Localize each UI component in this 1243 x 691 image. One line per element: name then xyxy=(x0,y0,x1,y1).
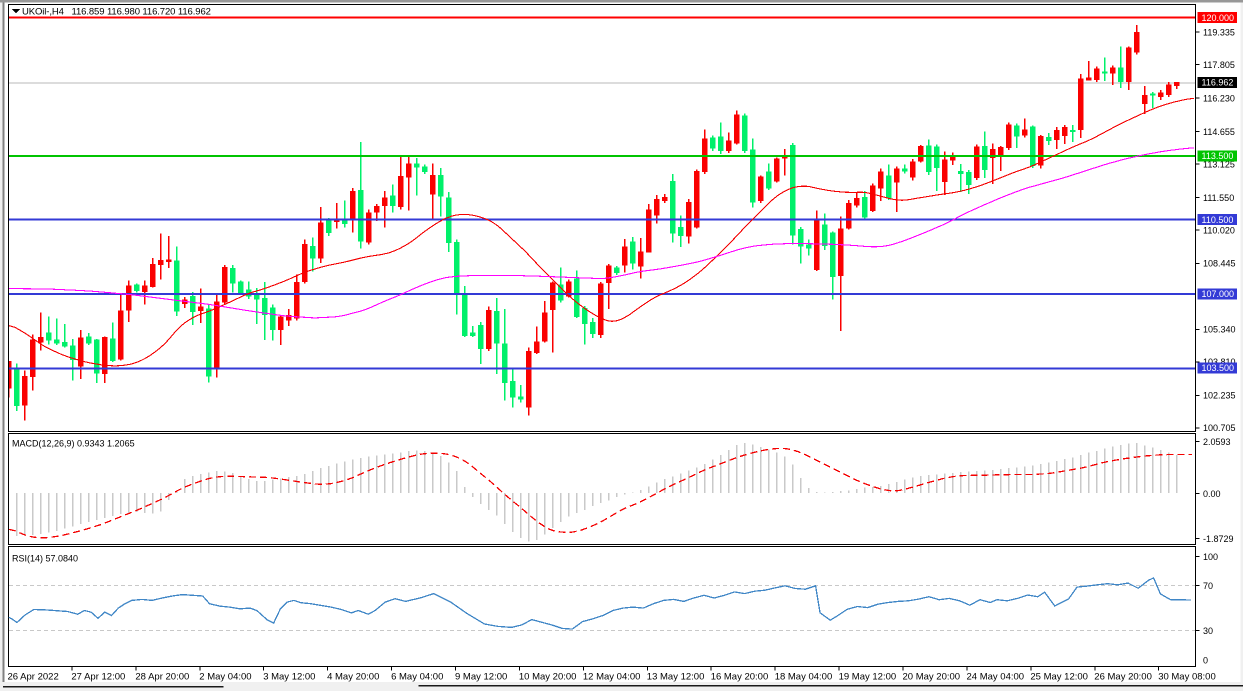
svg-text:13 May 12:00: 13 May 12:00 xyxy=(647,672,705,683)
svg-text:MACD(12,26,9) 0.9343 1.2065: MACD(12,26,9) 0.9343 1.2065 xyxy=(12,439,135,449)
svg-text:9 May 12:00: 9 May 12:00 xyxy=(455,672,507,683)
svg-text:4 May 20:00: 4 May 20:00 xyxy=(327,672,379,683)
svg-text:-1.8729: -1.8729 xyxy=(1203,534,1234,544)
svg-text:26 Apr 2022: 26 Apr 2022 xyxy=(8,672,59,683)
svg-text:6 May 04:00: 6 May 04:00 xyxy=(391,672,443,683)
svg-text:24 May 04:00: 24 May 04:00 xyxy=(967,672,1025,683)
svg-text:28 Apr 20:00: 28 Apr 20:00 xyxy=(135,672,189,683)
svg-text:UKOil-,H4 116.859 116.980 11: UKOil-,H4 116.859 116.980 116.720 116.96… xyxy=(22,7,211,18)
svg-text:108.445: 108.445 xyxy=(1203,259,1236,269)
svg-text:10 May 20:00: 10 May 20:00 xyxy=(519,672,577,683)
svg-text:25 May 12:00: 25 May 12:00 xyxy=(1030,672,1088,683)
svg-text:26 May 20:00: 26 May 20:00 xyxy=(1094,672,1152,683)
svg-text:105.340: 105.340 xyxy=(1203,325,1236,335)
svg-text:0: 0 xyxy=(1203,656,1208,666)
svg-text:30: 30 xyxy=(1203,626,1213,636)
svg-text:113.125: 113.125 xyxy=(1203,159,1235,169)
svg-text:110.500: 110.500 xyxy=(1202,215,1234,225)
svg-text:12 May 04:00: 12 May 04:00 xyxy=(583,672,641,683)
svg-text:RSI(14) 57.0840: RSI(14) 57.0840 xyxy=(12,554,78,564)
svg-text:120.000: 120.000 xyxy=(1202,13,1235,23)
svg-text:18 May 04:00: 18 May 04:00 xyxy=(775,672,833,683)
svg-text:100: 100 xyxy=(1203,552,1218,562)
svg-text:119.335: 119.335 xyxy=(1203,27,1235,37)
svg-text:2.0593: 2.0593 xyxy=(1203,437,1231,447)
svg-text:20 May 20:00: 20 May 20:00 xyxy=(903,672,961,683)
svg-text:117.805: 117.805 xyxy=(1203,60,1235,70)
svg-text:113.500: 113.500 xyxy=(1202,151,1234,161)
svg-text:110.020: 110.020 xyxy=(1203,225,1235,235)
svg-text:16 May 20:00: 16 May 20:00 xyxy=(711,672,769,683)
svg-text:100.705: 100.705 xyxy=(1203,423,1236,433)
svg-text:3 May 12:00: 3 May 12:00 xyxy=(263,672,315,683)
svg-text:27 Apr 12:00: 27 Apr 12:00 xyxy=(71,672,125,683)
svg-text:70: 70 xyxy=(1203,581,1213,591)
svg-text:111.550: 111.550 xyxy=(1203,193,1234,203)
svg-text:114.655: 114.655 xyxy=(1203,127,1235,137)
svg-text:116.230: 116.230 xyxy=(1203,93,1235,103)
svg-text:116.962: 116.962 xyxy=(1202,78,1234,88)
svg-text:102.235: 102.235 xyxy=(1203,391,1236,401)
svg-text:2 May 04:00: 2 May 04:00 xyxy=(199,672,251,683)
svg-text:103.810: 103.810 xyxy=(1203,357,1236,367)
svg-text:107.000: 107.000 xyxy=(1202,289,1235,299)
svg-text:30 May 08:00: 30 May 08:00 xyxy=(1158,672,1216,683)
svg-text:0.00: 0.00 xyxy=(1203,489,1221,499)
svg-text:19 May 12:00: 19 May 12:00 xyxy=(839,672,897,683)
svg-text:103.500: 103.500 xyxy=(1202,363,1235,373)
